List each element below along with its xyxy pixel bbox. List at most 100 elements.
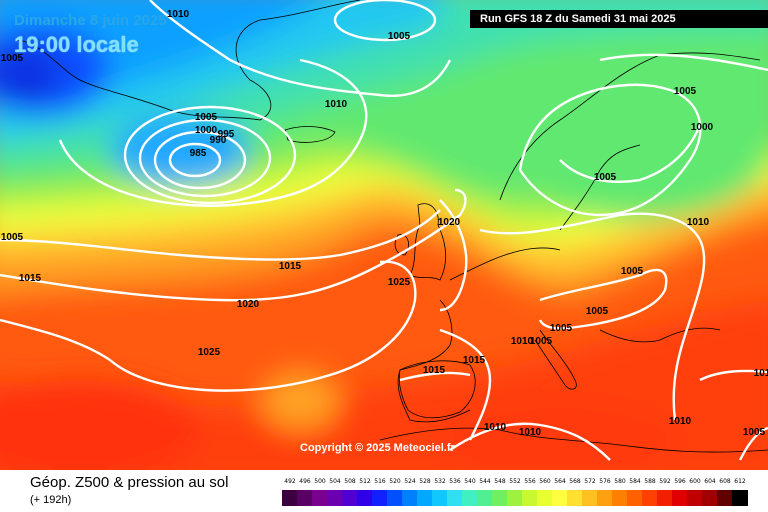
isobar-label: 1005 (594, 172, 617, 183)
color-legend: 492 496 500 504 508 512 516 520 524 528 532 536 540 5… (282, 478, 752, 510)
legend-label: 564 (554, 478, 566, 485)
legend-label: 612 (734, 478, 746, 485)
legend-swatch (717, 490, 733, 506)
legend-swatch (462, 490, 478, 506)
isobar-label: 1005 (388, 31, 411, 42)
legend-swatch (507, 490, 523, 506)
legend-label: 512 (359, 478, 371, 485)
isobar-label: 1015 (423, 365, 446, 376)
chart-title: Géop. Z500 & pression au sol (30, 474, 229, 491)
legend-label: 568 (569, 478, 581, 485)
legend-label: 580 (614, 478, 626, 485)
legend-label: 604 (704, 478, 716, 485)
isobar-label: 1020 (438, 217, 461, 228)
isobar-label: 1010 (167, 9, 190, 20)
isobar-label: 995 (218, 129, 235, 140)
legend-swatch (537, 490, 553, 506)
legend-swatch (642, 490, 658, 506)
isobar-label: 1015 (463, 355, 486, 366)
legend-label: 592 (659, 478, 671, 485)
isobar-label: 1005 (743, 427, 766, 438)
legend-swatch (522, 490, 538, 506)
isobar-label: 1005 (530, 336, 553, 347)
legend-swatch (342, 490, 358, 506)
legend-swatch (732, 490, 748, 506)
isobar-label: 1010 (484, 422, 507, 433)
isobar-label: 1005 (195, 112, 218, 123)
legend-swatch (282, 490, 298, 506)
legend-label: 536 (449, 478, 461, 485)
legend-swatch (297, 490, 313, 506)
legend-label: 576 (599, 478, 611, 485)
legend-label: 504 (329, 478, 341, 485)
legend-label: 524 (404, 478, 416, 485)
isobar-label: 1005 (621, 266, 644, 277)
legend-swatch (447, 490, 463, 506)
legend-swatch (672, 490, 688, 506)
legend-swatch (657, 490, 673, 506)
legend-swatch (432, 490, 448, 506)
isobar-label: 1025 (388, 277, 411, 288)
isobar-label: 1010 (511, 336, 534, 347)
isobar-lines (0, 0, 768, 461)
legend-swatch (597, 490, 613, 506)
legend-label: 500 (314, 478, 326, 485)
legend-swatch (687, 490, 703, 506)
legend-swatch (357, 490, 373, 506)
isobar-label: 1010 (325, 99, 348, 110)
legend-swatch (582, 490, 598, 506)
isobar-label: 1015 (279, 261, 302, 272)
isobar-label: 1005 (550, 323, 573, 334)
isobar-label: 1015 (19, 273, 42, 284)
legend-label: 496 (299, 478, 311, 485)
legend-label: 600 (689, 478, 701, 485)
isobar-label: 101 (754, 368, 768, 379)
forecast-lead-time: (+ 192h) (30, 494, 72, 506)
copyright-notice: Copyright © 2025 Meteociel.fr (300, 442, 455, 454)
isobar-label: 1010 (519, 427, 542, 438)
legend-label: 552 (509, 478, 521, 485)
isobar-label: 1005 (586, 306, 609, 317)
legend-label: 596 (674, 478, 686, 485)
legend-label: 608 (719, 478, 731, 485)
isobar-label: 1025 (198, 347, 221, 358)
legend-swatch (702, 490, 718, 506)
isobar-label: 1000 (195, 125, 218, 136)
legend-swatch (492, 490, 508, 506)
isobar-label: 1010 (669, 416, 692, 427)
legend-swatch (327, 490, 343, 506)
legend-label: 572 (584, 478, 596, 485)
coastlines (14, 0, 768, 453)
forecast-time: 19:00 locale (14, 32, 139, 57)
isobar-label: 985 (190, 148, 207, 159)
legend-swatch (372, 490, 388, 506)
legend-label: 532 (434, 478, 446, 485)
legend-label: 520 (389, 478, 401, 485)
legend-swatch (312, 490, 328, 506)
legend-label: 492 (284, 478, 296, 485)
forecast-date: Dimanche 8 juin 2025 (14, 12, 167, 29)
legend-label: 560 (539, 478, 551, 485)
legend-swatch (567, 490, 583, 506)
geopotential-field (0, 0, 768, 470)
legend-swatch (477, 490, 493, 506)
legend-label: 588 (644, 478, 656, 485)
legend-label: 516 (374, 478, 386, 485)
isobar-label: 990 (210, 135, 227, 146)
legend-swatch (612, 490, 628, 506)
isobar-label: 1005 (674, 86, 697, 97)
legend-swatch (627, 490, 643, 506)
legend-label: 584 (629, 478, 641, 485)
legend-swatch (402, 490, 418, 506)
legend-label: 540 (464, 478, 476, 485)
isobar-label: 1000 (691, 122, 714, 133)
isobar-label: 1020 (237, 299, 260, 310)
legend-label: 556 (524, 478, 536, 485)
legend-label: 528 (419, 478, 431, 485)
legend-label: 544 (479, 478, 491, 485)
legend-swatch (552, 490, 568, 506)
model-run-banner: Run GFS 18 Z du Samedi 31 mai 2025 (470, 10, 768, 28)
isobar-label: 1005 (1, 53, 24, 64)
